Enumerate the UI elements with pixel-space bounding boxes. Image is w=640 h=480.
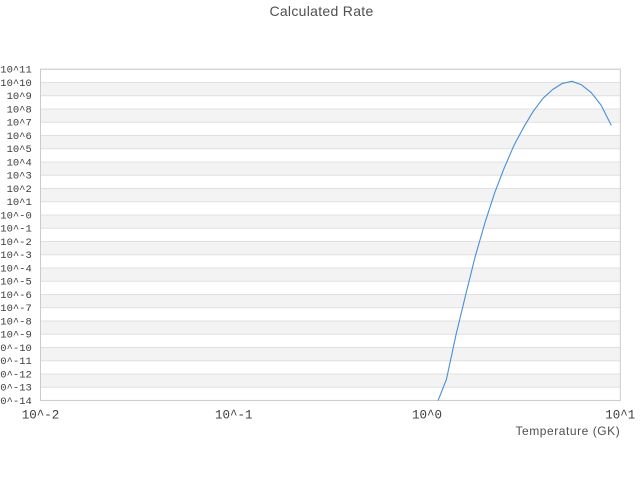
svg-text:10^4: 10^4 [7,157,32,169]
svg-text:10^2: 10^2 [7,184,32,196]
svg-text:10^1: 10^1 [7,197,32,209]
svg-text:10^-3: 10^-3 [0,250,32,262]
svg-text:10^1: 10^1 [605,409,635,423]
svg-text:10^-12: 10^-12 [0,369,32,381]
svg-text:10^-11: 10^-11 [0,356,32,368]
svg-text:10^8: 10^8 [7,104,32,116]
svg-text:10^-10: 10^-10 [0,343,32,355]
svg-text:10^-1: 10^-1 [0,224,32,236]
svg-text:10^3: 10^3 [7,171,32,183]
svg-text:10^6: 10^6 [7,131,32,143]
svg-text:10^-5: 10^-5 [0,277,32,289]
svg-text:10^7: 10^7 [7,118,32,130]
svg-text:10^-2: 10^-2 [0,237,32,249]
svg-text:10^11: 10^11 [0,65,32,77]
svg-text:Calculated Rate: Calculated Rate [269,3,373,19]
svg-text:Temperature (GK): Temperature (GK) [515,424,620,438]
svg-text:10^-0: 10^-0 [0,210,32,222]
svg-text:10^0: 10^0 [412,409,442,423]
svg-text:10^-6: 10^-6 [0,290,32,302]
svg-text:10^-2: 10^-2 [22,409,60,423]
svg-text:10^5: 10^5 [7,144,32,156]
svg-text:10^-1: 10^-1 [215,409,253,423]
svg-text:10^-4: 10^-4 [0,263,32,275]
svg-text:10^-13: 10^-13 [0,383,32,395]
svg-text:10^-9: 10^-9 [0,330,32,342]
svg-text:10^10: 10^10 [0,78,32,90]
svg-text:10^9: 10^9 [7,91,32,103]
svg-text:10^-7: 10^-7 [0,303,32,315]
svg-text:10^-8: 10^-8 [0,316,32,328]
svg-text:10^-14: 10^-14 [0,396,32,408]
